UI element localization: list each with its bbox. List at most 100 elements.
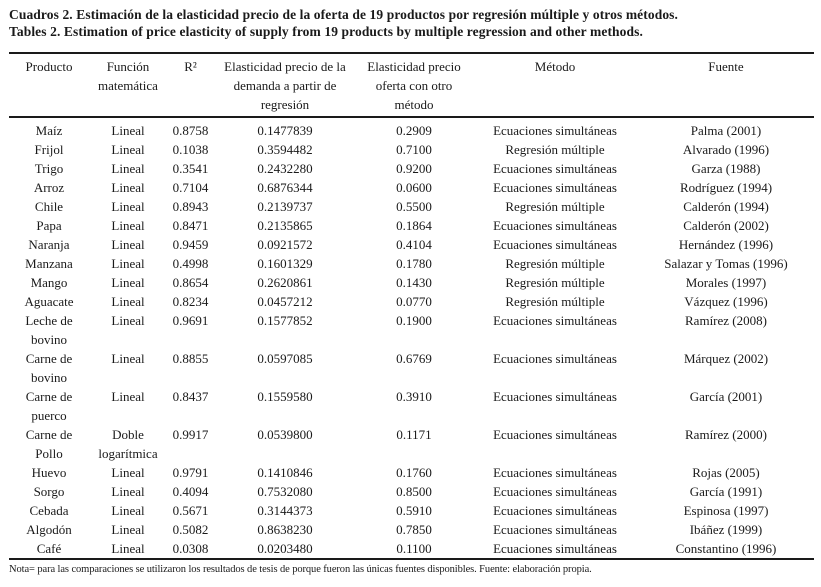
table-cell: 0.9691 — [172, 313, 209, 328]
table-cell: 0.3594482 — [257, 142, 313, 157]
table-row: Sorgo Lineal 0.4094 0.7532080 0.8500 Ecuacion… — [9, 482, 814, 501]
table-cell: Espinosa (1997) — [683, 503, 769, 518]
table-cell: Constantino (1996) — [675, 541, 777, 556]
table-cell: Ecuaciones simultáneas — [493, 389, 617, 404]
table-cell: 0.1577852 — [257, 313, 313, 328]
table-row: Leche de bovino Lineal 0.9691 0.1577852 0.19… — [9, 311, 814, 349]
header-row: Producto Función matemática R² Elasticidad … — [9, 53, 814, 118]
table-cell: Garza (1988) — [691, 161, 761, 176]
table-cell: 0.9791 — [172, 465, 209, 480]
table-cell: 0.5082 — [172, 522, 209, 537]
table-cell: 0.2135865 — [257, 218, 313, 233]
table-row: Naranja Lineal 0.9459 0.0921572 0.4104 Ecuaci… — [9, 235, 814, 254]
table-cell: Maíz — [35, 123, 63, 138]
table-cell: Lineal — [111, 123, 145, 138]
table-cell: Morales (1997) — [685, 275, 767, 290]
table-row: Huevo Lineal 0.9791 0.1410846 0.1760 Ecuacion… — [9, 463, 814, 482]
table-cell: 0.5671 — [172, 503, 209, 518]
table-cell: García (2001) — [689, 389, 763, 404]
table-cell: Lineal — [111, 237, 145, 252]
table-cell: 0.1760 — [396, 465, 432, 480]
table-cell: Lineal — [111, 522, 145, 537]
table-cell: Lineal — [111, 256, 145, 271]
table-cell: Trigo — [34, 161, 64, 176]
table-row: Aguacate Lineal 0.8234 0.0457212 0.0770 Regre… — [9, 292, 814, 311]
table-cell: Lineal — [111, 503, 145, 518]
table-cell: Lineal — [111, 180, 145, 195]
column-header: Función matemática — [89, 53, 167, 118]
table-cell: 0.5910 — [396, 503, 432, 518]
table-row: Algodón Lineal 0.5082 0.8638230 0.7850 Ecuaci… — [9, 520, 814, 539]
table-row: Manzana Lineal 0.4998 0.1601329 0.1780 Regres… — [9, 254, 814, 273]
table-cell: Ecuaciones simultáneas — [493, 161, 617, 176]
table-cell: 0.8234 — [172, 294, 209, 309]
table-cell: 0.0600 — [396, 180, 432, 195]
table-cell: Leche de bovino — [25, 313, 73, 347]
table-cell: Lineal — [111, 484, 145, 499]
table-cell: 0.1864 — [396, 218, 432, 233]
table-cell: Lineal — [111, 199, 145, 214]
table-cell: 0.8943 — [172, 199, 209, 214]
caption-english: Tables 2. Estimation of price elasticity… — [9, 24, 643, 39]
table-cell: 0.0539800 — [257, 427, 313, 442]
table-body: Maíz Lineal 0.8758 0.1477839 0.2909 Ecuacione… — [9, 117, 814, 559]
table-cell: Carne de puerco — [25, 389, 73, 423]
table-cell: 0.8638230 — [257, 522, 313, 537]
table-cell: Lineal — [111, 294, 145, 309]
table-cell: Lineal — [111, 275, 145, 290]
table-cell: 0.9917 — [172, 427, 209, 442]
table-cell: Ecuaciones simultáneas — [493, 123, 617, 138]
table-cell: Regresión múltiple — [505, 199, 605, 214]
table-cell: 0.6769 — [396, 351, 432, 366]
table-cell: 0.5500 — [396, 199, 432, 214]
table-row: Carne de bovino Lineal 0.8855 0.0597085 0.67… — [9, 349, 814, 387]
table-cell: 0.2432280 — [257, 161, 313, 176]
table-cell: Regresión múltiple — [505, 275, 605, 290]
table-cell: Ecuaciones simultáneas — [493, 180, 617, 195]
elasticity-table: Producto Función matemática R² Elasticidad … — [9, 52, 814, 560]
table-cell: Chile — [34, 199, 64, 214]
table-row: Maíz Lineal 0.8758 0.1477839 0.2909 Ecuacione… — [9, 117, 814, 140]
table-cell: 0.0921572 — [257, 237, 313, 252]
table-cell: 0.1780 — [396, 256, 432, 271]
table-cell: 0.8855 — [172, 351, 209, 366]
table-cell: Lineal — [111, 313, 145, 328]
table-cell: Calderón (2002) — [683, 218, 769, 233]
table-cell: Calderón (1994) — [683, 199, 769, 214]
table-row: Frijol Lineal 0.1038 0.3594482 0.7100 Regresi… — [9, 140, 814, 159]
table-cell: Ramírez (2008) — [685, 313, 767, 328]
table-cell: García (1991) — [689, 484, 763, 499]
table-cell: Arroz — [33, 180, 65, 195]
table-cell: Ecuaciones simultáneas — [493, 427, 617, 442]
table-cell: 0.8654 — [172, 275, 209, 290]
table-cell: Regresión múltiple — [505, 142, 605, 157]
caption-spanish: Cuadros 2. Estimación de la elasticidad … — [9, 7, 678, 22]
table-cell: Papa — [36, 218, 62, 233]
table-cell: Mango — [30, 275, 68, 290]
column-header: Elasticidad precio oferta con otro métod… — [356, 53, 472, 118]
table-cell: Hernández (1996) — [678, 237, 774, 252]
table-cell: Carne de Pollo — [25, 427, 73, 461]
table-cell: 0.4998 — [172, 256, 209, 271]
table-header: Producto Función matemática R² Elasticidad … — [9, 53, 814, 118]
table-cell: Huevo — [31, 465, 67, 480]
table-cell: 0.0203480 — [257, 541, 313, 556]
table-row: Carne de Pollo Doble logarítmica 0.9917 0.0… — [9, 425, 814, 463]
table-row: Café Lineal 0.0308 0.0203480 0.1100 Ecuacione… — [9, 539, 814, 559]
table-cell: Rodríguez (1994) — [679, 180, 773, 195]
table-cell: 0.1900 — [396, 313, 432, 328]
table-cell: 0.0457212 — [257, 294, 313, 309]
table-cell: 0.1559580 — [257, 389, 313, 404]
table-cell: 0.0770 — [396, 294, 432, 309]
table-cell: Lineal — [111, 465, 145, 480]
table-cell: 0.7850 — [396, 522, 432, 537]
table-footnote: Nota= para las comparaciones se utilizar… — [9, 564, 592, 575]
table-cell: 0.8471 — [172, 218, 209, 233]
table-cell: Cebada — [29, 503, 69, 518]
table-cell: 0.3144373 — [257, 503, 313, 518]
table-row: Cebada Lineal 0.5671 0.3144373 0.5910 Ecuacio… — [9, 501, 814, 520]
table-cell: Frijol — [34, 142, 64, 157]
table-cell: Alvarado (1996) — [682, 142, 770, 157]
table-cell: Carne de bovino — [25, 351, 73, 385]
